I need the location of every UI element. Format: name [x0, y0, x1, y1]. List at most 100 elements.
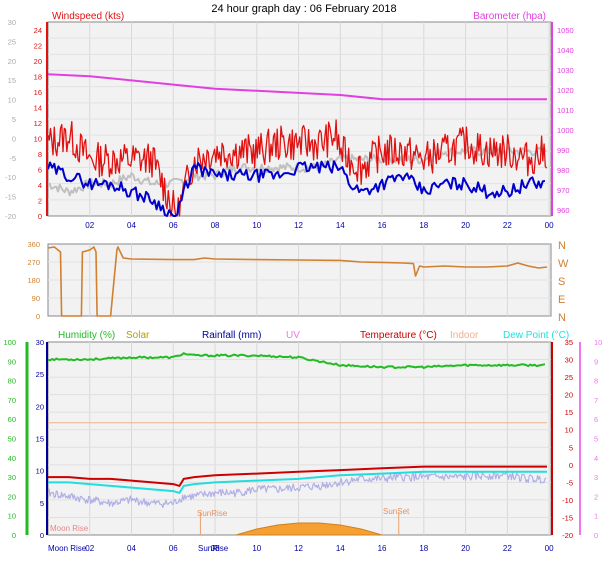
wind-direction-series — [47, 246, 548, 317]
uv-tick-label: 3 — [594, 473, 598, 482]
wind-inner-tick-label: 4 — [38, 181, 42, 190]
chart-title: 24 hour graph day : 06 February 2018 — [211, 3, 396, 15]
wind-outer-tick-label: 0 — [12, 134, 16, 143]
wind-outer-tick-label: 10 — [8, 96, 16, 105]
barometer-tick-label: 1030 — [557, 66, 574, 75]
direction-tick-label: 90 — [32, 294, 40, 303]
temperature-x-tick-label: 02 — [85, 544, 94, 553]
uv-tick-label: 6 — [594, 415, 598, 424]
temperature-tick-label: 35 — [565, 338, 573, 347]
dew-point-series — [48, 470, 547, 494]
direction-tick-label: 0 — [36, 312, 40, 321]
rainfall-tick-label: 20 — [36, 402, 44, 411]
temperature-x-tick-label: 04 — [127, 544, 136, 553]
wind-inner-tick-label: 12 — [34, 119, 42, 128]
temperature-tick-label: -10 — [562, 496, 573, 505]
humidity-tick-label: 80 — [8, 377, 16, 386]
direction-tick-label: 180 — [27, 276, 40, 285]
rainfall-tick-label: 25 — [36, 370, 44, 379]
wind-x-tick-label: 10 — [252, 221, 261, 230]
temperature-tick-label: 0 — [569, 461, 573, 470]
humidity-series — [47, 352, 546, 369]
sunset-annotation: SunSet — [383, 507, 410, 516]
wind-average-series — [47, 160, 546, 217]
wind-x-tick-label: 22 — [503, 221, 512, 230]
wind-inner-tick-label: 8 — [38, 150, 42, 159]
temperature-tick-label: -15 — [562, 513, 573, 522]
direction-tick-label: 360 — [27, 240, 40, 249]
wind-inner-tick-label: 24 — [34, 26, 42, 35]
humidity-tick-label: 40 — [8, 454, 16, 463]
humidity-tick-label: 10 — [8, 512, 16, 521]
temperature-legend-item: Indoor — [450, 330, 479, 341]
temperature-tick-label: 5 — [569, 443, 573, 452]
wind-x-tick-label: 02 — [85, 221, 94, 230]
wind-outer-tick-label: -20 — [5, 212, 16, 221]
compass-label: W — [558, 258, 569, 270]
lavender-series — [47, 470, 547, 509]
wind-inner-tick-label: 6 — [38, 166, 42, 175]
barometer-tick-label: 1010 — [557, 106, 574, 115]
temperature-series — [48, 465, 547, 487]
humidity-tick-label: 90 — [8, 357, 16, 366]
temperature-x-tick-label: 08 — [211, 544, 220, 553]
temperature-legend-item: Temperature (°C) — [360, 330, 437, 341]
wind-inner-tick-label: 16 — [34, 88, 42, 97]
sunrise-annotation: SunRise — [197, 509, 228, 518]
wind-x-tick-label: 20 — [461, 221, 470, 230]
wind-outer-tick-label: 20 — [8, 57, 16, 66]
temperature-x-tick-label: 18 — [419, 544, 428, 553]
wind-outer-tick-label: -10 — [5, 173, 16, 182]
barometer-tick-label: 960 — [557, 206, 570, 215]
uv-tick-label: 9 — [594, 357, 598, 366]
temperature-x-tick-label: 16 — [378, 544, 387, 553]
windspeed-legend: Windspeed (kts) — [52, 11, 124, 22]
wind-x-tick-label: 06 — [169, 221, 178, 230]
temperature-tick-label: 25 — [565, 373, 573, 382]
uv-tick-label: 1 — [594, 512, 598, 521]
temperature-plot-area — [47, 341, 552, 536]
rainfall-tick-label: 30 — [36, 338, 44, 347]
humidity-tick-label: 30 — [8, 473, 16, 482]
wind-outer-tick-label: 15 — [8, 76, 16, 85]
barometer-legend: Barometer (hpa) — [473, 11, 546, 22]
temperature-tick-label: 30 — [565, 356, 573, 365]
rainfall-tick-label: 10 — [36, 467, 44, 476]
wind-x-tick-label: 18 — [419, 221, 428, 230]
sunrise-axis-label: SunRise — [198, 544, 229, 553]
temperature-legend-item: Dew Point (°C) — [503, 330, 569, 341]
uv-tick-label: 7 — [594, 396, 598, 405]
temperature-legend-item: Rainfall (mm) — [202, 330, 261, 341]
wind-outer-tick-label: 30 — [8, 18, 16, 27]
barometer-tick-label: 1040 — [557, 46, 574, 55]
temperature-tick-label: -5 — [566, 478, 573, 487]
wind-x-tick-label: 12 — [294, 221, 303, 230]
wind-inner-tick-label: 10 — [34, 135, 42, 144]
temperature-tick-label: -20 — [562, 531, 573, 540]
wind-inner-tick-label: 20 — [34, 57, 42, 66]
compass-label: N — [558, 312, 566, 324]
wind-outer-tick-label: -5 — [9, 154, 16, 163]
barometer-tick-label: 970 — [557, 186, 570, 195]
humidity-tick-label: 50 — [8, 435, 16, 444]
barometer-tick-label: 990 — [557, 146, 570, 155]
wind-outer-tick-label: 5 — [12, 115, 16, 124]
barometer-tick-label: 1050 — [557, 26, 574, 35]
direction-tick-label: 270 — [27, 258, 40, 267]
temperature-legend-item: Solar — [126, 330, 150, 341]
uv-tick-label: 5 — [594, 435, 598, 444]
uv-tick-label: 10 — [594, 338, 602, 347]
wind-outer-tick-label: 25 — [8, 37, 16, 46]
compass-label: N — [558, 240, 566, 252]
rainfall-tick-label: 15 — [36, 435, 44, 444]
solar-area — [235, 522, 383, 536]
wind-x-tick-label: 04 — [127, 221, 136, 230]
temperature-tick-label: 10 — [565, 426, 573, 435]
wind-x-tick-label: 14 — [336, 221, 345, 230]
barometer-tick-label: 980 — [557, 166, 570, 175]
temperature-x-tick-label: 14 — [336, 544, 345, 553]
temperature-tick-label: 20 — [565, 391, 573, 400]
compass-label: S — [558, 276, 565, 288]
wind-inner-tick-label: 0 — [38, 212, 42, 221]
